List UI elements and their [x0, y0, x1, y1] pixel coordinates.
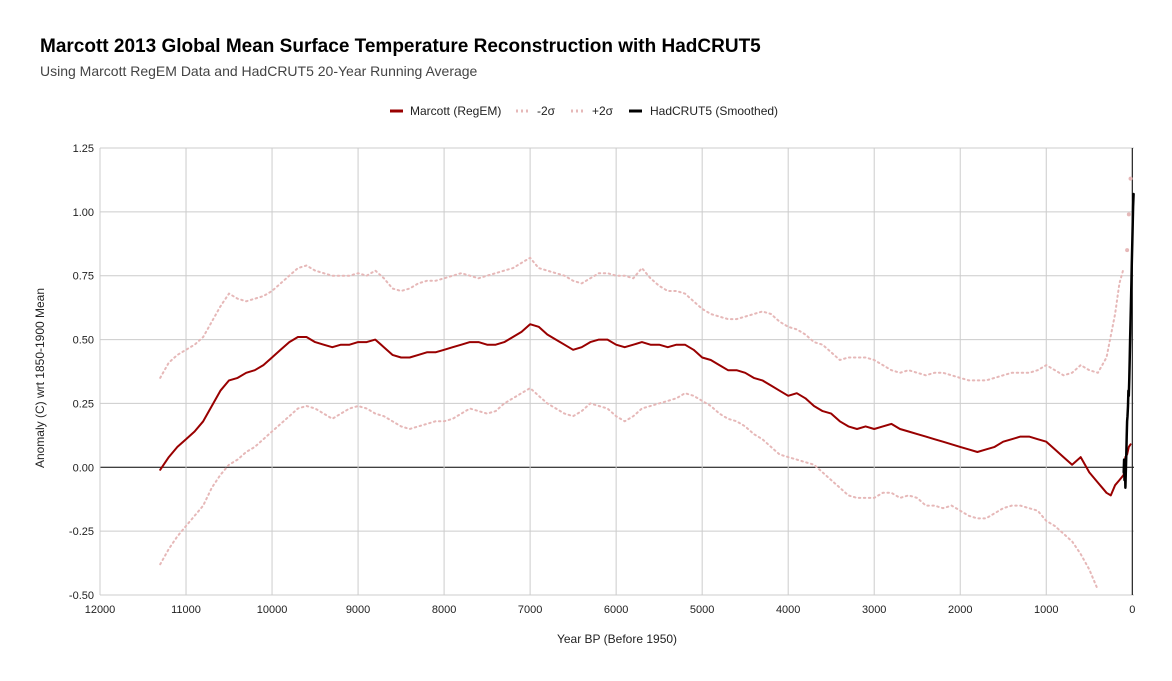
- marcott-line: [159, 323, 1132, 497]
- x-tick-label: 4000: [776, 604, 800, 616]
- y-tick-label: 0.25: [73, 398, 94, 410]
- x-axis-ticks: 12000 11000 10000 9000 8000 7000 6000 5000 4000 3…: [85, 604, 1136, 616]
- x-tick-label: 10000: [257, 604, 288, 616]
- x-tick-label: 3000: [862, 604, 886, 616]
- plus-2-sigma-point: [1125, 248, 1130, 253]
- y-axis-label: Anomaly (C) wrt 1850-1900 Mean: [33, 288, 47, 468]
- x-tick-label: 11000: [171, 604, 201, 616]
- chart-subtitle: Using Marcott RegEM Data and HadCRUT5 20…: [40, 63, 478, 79]
- x-tick-label: 5000: [690, 604, 714, 616]
- legend-item-hadcrut5[interactable]: HadCRUT5 (Smoothed): [629, 104, 778, 118]
- chart-title: Marcott 2013 Global Mean Surface Tempera…: [40, 36, 761, 57]
- y-tick-label: -0.50: [69, 590, 94, 602]
- y-tick-label: 1.00: [73, 207, 94, 219]
- x-tick-label: 0: [1129, 604, 1135, 616]
- y-axis-ticks: -0.50 -0.25 0.00 0.25 0.50 0.75 1.00 1.25: [69, 143, 94, 602]
- legend-label-marcott: Marcott (RegEM): [410, 104, 501, 118]
- grid: [99, 147, 1134, 596]
- y-tick-label: 1.25: [73, 143, 94, 155]
- legend-item-plus2sigma[interactable]: +2σ: [571, 104, 614, 118]
- x-tick-label: 12000: [85, 604, 116, 616]
- x-tick-label: 7000: [518, 604, 542, 616]
- y-tick-label: 0.50: [73, 335, 94, 347]
- plus-2-sigma-point: [1128, 176, 1133, 181]
- y-tick-label: -0.25: [69, 526, 94, 538]
- x-tick-label: 1000: [1034, 604, 1058, 616]
- x-axis-label: Year BP (Before 1950): [557, 632, 677, 646]
- plus-2-sigma-point: [1126, 212, 1131, 217]
- legend-item-marcott[interactable]: Marcott (RegEM): [390, 104, 501, 118]
- x-tick-label: 9000: [346, 604, 370, 616]
- x-tick-label: 2000: [948, 604, 972, 616]
- y-tick-label: 0.75: [73, 271, 94, 283]
- legend-label-minus2sigma: -2σ: [537, 104, 556, 118]
- hadcrut5-line: [1122, 192, 1135, 489]
- x-tick-label: 8000: [432, 604, 456, 616]
- series-group: [159, 176, 1135, 591]
- legend-label-hadcrut5: HadCRUT5 (Smoothed): [650, 104, 778, 118]
- plus-2-sigma-line: [159, 256, 1125, 382]
- legend-item-minus2sigma[interactable]: -2σ: [516, 104, 556, 118]
- legend: Marcott (RegEM) -2σ +2σ HadCRUT5 (Smooth…: [390, 104, 778, 118]
- x-tick-label: 6000: [604, 604, 628, 616]
- y-tick-label: 0.00: [73, 462, 94, 474]
- minus-2-sigma-line: [159, 387, 1099, 591]
- legend-label-plus2sigma: +2σ: [592, 104, 614, 118]
